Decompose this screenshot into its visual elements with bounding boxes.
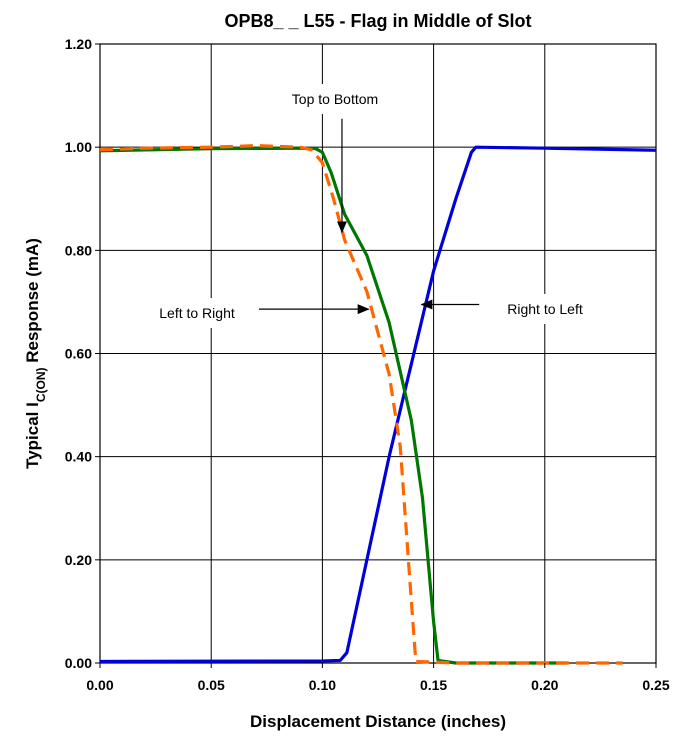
series-layer (99, 144, 657, 665)
annotation-right-to-left-label: Right to Left (507, 301, 583, 317)
y-tick-label: 1.00 (65, 139, 92, 155)
y-tick-label: 0.00 (65, 655, 92, 671)
x-tick-label: 0.25 (642, 677, 669, 693)
series-line-3 (99, 144, 623, 665)
x-tick-label: 0.15 (420, 677, 447, 693)
gridlines (100, 44, 656, 663)
y-tick-label: 0.60 (65, 346, 92, 362)
annotation-top-to-bottom-bg (270, 84, 400, 114)
annotation-top-to-bottom-label: Top to Bottom (292, 91, 378, 107)
y-axis-title-sub: C(ON) (34, 367, 48, 402)
annotation-left-to-right-label: Left to Right (159, 305, 235, 321)
series-line-1 (99, 145, 657, 664)
annotation-right-to-left-bg (480, 294, 610, 324)
x-tick-label: 0.05 (198, 677, 225, 693)
y-axis-title: Typical IC(ON) Response (mA) (23, 238, 48, 469)
y-tick-label: 0.40 (65, 449, 92, 465)
y-axis-title-pre: Typical I (23, 402, 42, 469)
annotation-left-to-right-bg (138, 298, 256, 328)
y-axis-title-post: Response (mA) (23, 238, 42, 367)
x-tick-label: 0.20 (531, 677, 558, 693)
y-tick-label: 1.20 (65, 36, 92, 52)
chart-title: OPB8_ _ L55 - Flag in Middle of Slot (224, 11, 531, 31)
y-tick-label: 0.20 (65, 552, 92, 568)
annotations: Top to Bottom Left to Right Right to Lef… (138, 84, 610, 328)
annotation-arrows (259, 118, 480, 315)
series-line-2 (99, 146, 568, 665)
x-tick-label: 0.00 (86, 677, 113, 693)
x-tick-label: 0.10 (309, 677, 336, 693)
y-tick-label: 0.80 (65, 242, 92, 258)
x-axis-title: Displacement Distance (inches) (250, 712, 506, 731)
tick-labels: 0.00 0.05 0.10 0.15 0.20 0.25 0.00 0.20 0.40 0.60… (65, 36, 670, 693)
